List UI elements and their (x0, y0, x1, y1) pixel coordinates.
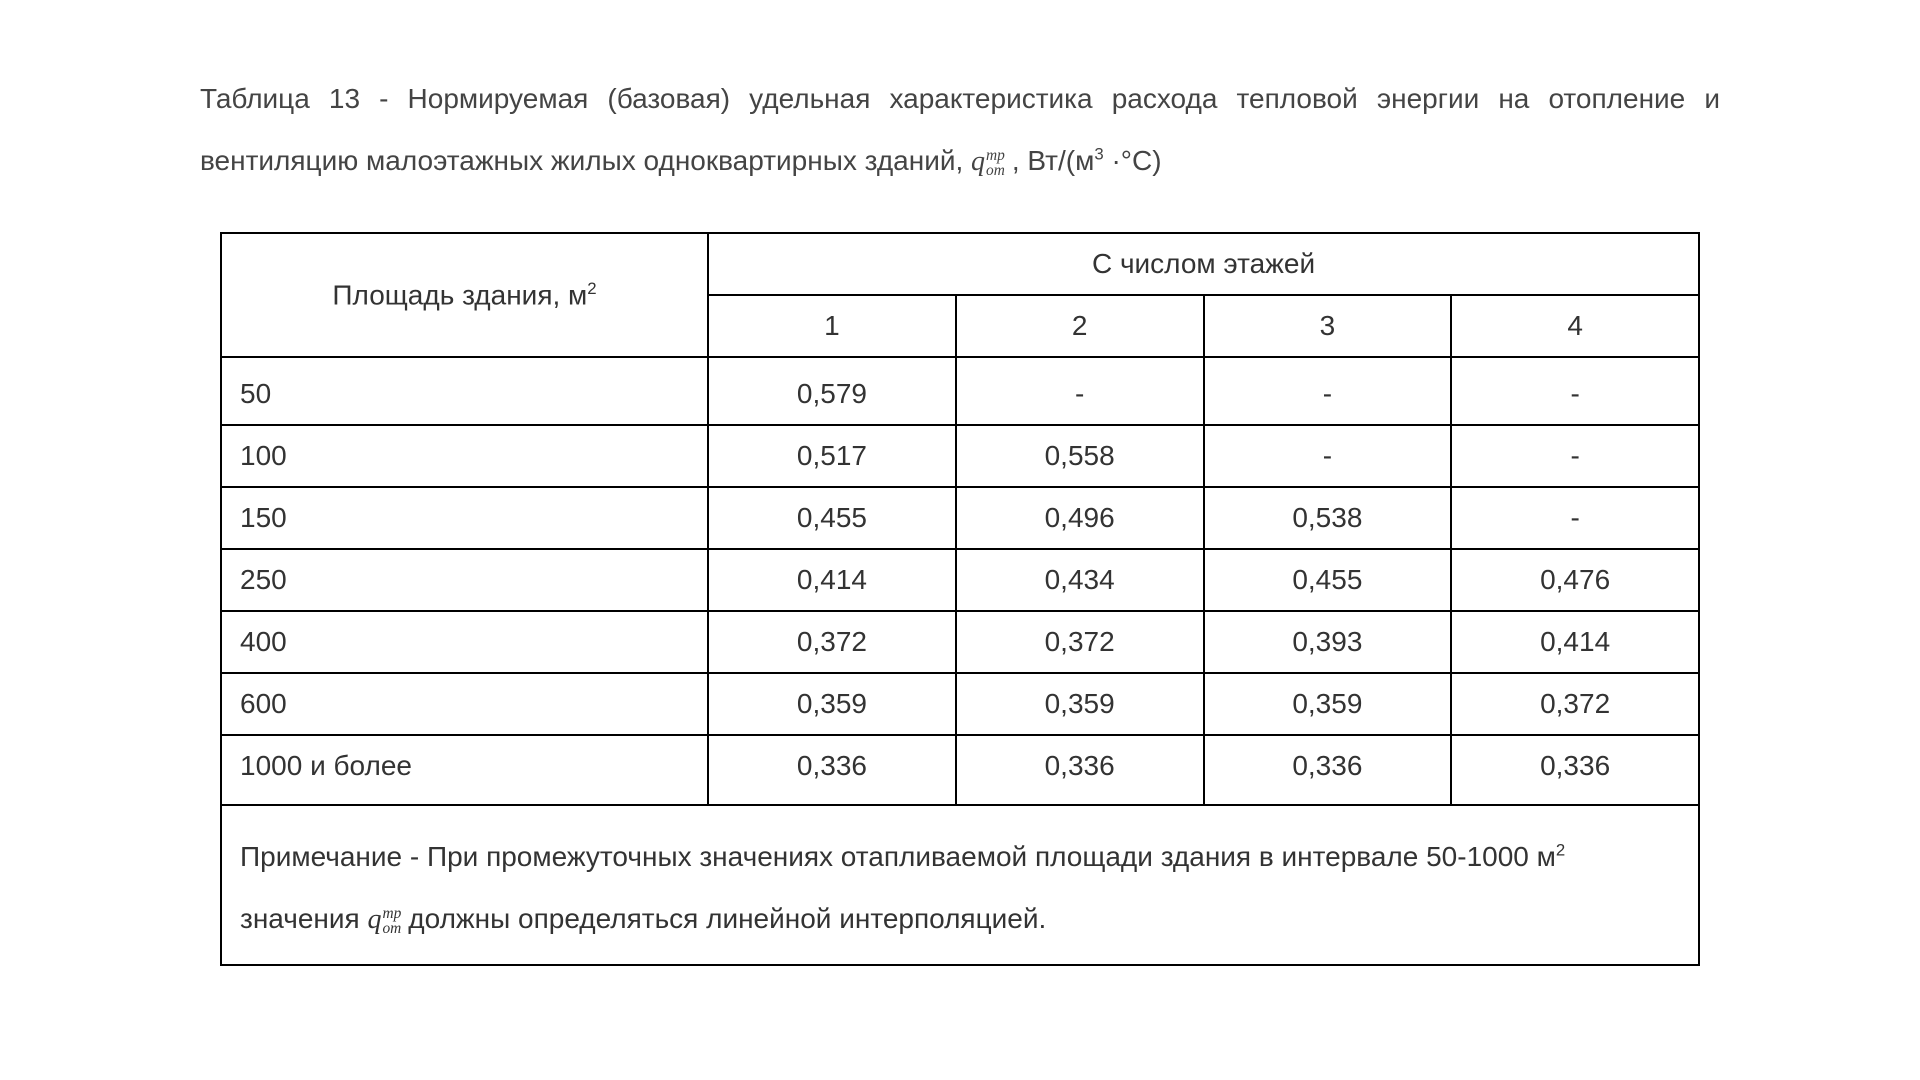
caption-text: Таблица 13 - Нормируемая (базовая) удель… (200, 83, 1720, 176)
cell-value: 0,538 (1204, 487, 1452, 549)
table-row: 150 0,455 0,496 0,538 - (221, 487, 1699, 549)
cell-value: 0,414 (1451, 611, 1699, 673)
cell-value: 0,336 (956, 735, 1204, 805)
cell-value: 0,434 (956, 549, 1204, 611)
table-row: 50 0,579 - - - (221, 357, 1699, 425)
document-page: Таблица 13 - Нормируемая (базовая) удель… (0, 0, 1920, 966)
header-area: Площадь здания, м2 (221, 233, 708, 357)
table-row: 600 0,359 0,359 0,359 0,372 (221, 673, 1699, 735)
note-exp1: 2 (1556, 841, 1565, 860)
cell-value: 0,558 (956, 425, 1204, 487)
cell-value: 0,336 (1451, 735, 1699, 805)
table-row: 100 0,517 0,558 - - (221, 425, 1699, 487)
formula-q-ot-tr: qтрот (367, 904, 408, 935)
cell-value: 0,579 (708, 357, 956, 425)
header-floor-3: 3 (1204, 295, 1452, 357)
cell-value: 0,372 (956, 611, 1204, 673)
header-floor-4: 4 (1451, 295, 1699, 357)
cell-area: 400 (221, 611, 708, 673)
table-note: Примечание - При промежуточных значениях… (221, 805, 1699, 965)
header-floor-1: 1 (708, 295, 956, 357)
cell-area: 1000 и более (221, 735, 708, 805)
units-exp: 3 (1094, 144, 1103, 163)
cell-value: 0,455 (1204, 549, 1452, 611)
cell-value: - (1451, 425, 1699, 487)
data-table: Площадь здания, м2 С числом этажей 1 2 3… (220, 232, 1700, 966)
cell-value: 0,517 (708, 425, 956, 487)
units-prefix: , Вт/(м (1012, 145, 1094, 176)
table-body: 50 0,579 - - - 100 0,517 0,558 - - 150 0… (221, 357, 1699, 805)
table-caption: Таблица 13 - Нормируемая (базовая) удель… (200, 68, 1720, 192)
note-cell: Примечание - При промежуточных значениях… (221, 805, 1699, 965)
table-row: 400 0,372 0,372 0,393 0,414 (221, 611, 1699, 673)
cell-value: 0,393 (1204, 611, 1452, 673)
table-row: 250 0,414 0,434 0,455 0,476 (221, 549, 1699, 611)
table-row: 1000 и более 0,336 0,336 0,336 0,336 (221, 735, 1699, 805)
cell-value: 0,476 (1451, 549, 1699, 611)
header-floor-2: 2 (956, 295, 1204, 357)
note-part3: должны определяться линейной интерполяци… (408, 903, 1046, 934)
cell-value: 0,414 (708, 549, 956, 611)
cell-value: 0,372 (708, 611, 956, 673)
cell-value: 0,359 (708, 673, 956, 735)
header-floors-group: С числом этажей (708, 233, 1699, 295)
cell-area: 100 (221, 425, 708, 487)
formula-q-ot-tr: qтрот (971, 146, 1012, 177)
cell-value: - (1204, 357, 1452, 425)
cell-value: 0,359 (956, 673, 1204, 735)
units-suffix: ·°С) (1104, 145, 1162, 176)
cell-value: - (956, 357, 1204, 425)
cell-area: 150 (221, 487, 708, 549)
note-part1: Примечание - При промежуточных значениях… (240, 841, 1556, 872)
cell-value: 0,455 (708, 487, 956, 549)
cell-value: 0,336 (708, 735, 956, 805)
cell-value: 0,336 (1204, 735, 1452, 805)
table-header: Площадь здания, м2 С числом этажей 1 2 3… (221, 233, 1699, 357)
note-part2: значения (240, 903, 367, 934)
cell-value: 0,372 (1451, 673, 1699, 735)
cell-area: 250 (221, 549, 708, 611)
cell-value: - (1451, 357, 1699, 425)
cell-area: 600 (221, 673, 708, 735)
cell-value: - (1204, 425, 1452, 487)
cell-value: 0,496 (956, 487, 1204, 549)
cell-value: - (1451, 487, 1699, 549)
cell-area: 50 (221, 357, 708, 425)
cell-value: 0,359 (1204, 673, 1452, 735)
